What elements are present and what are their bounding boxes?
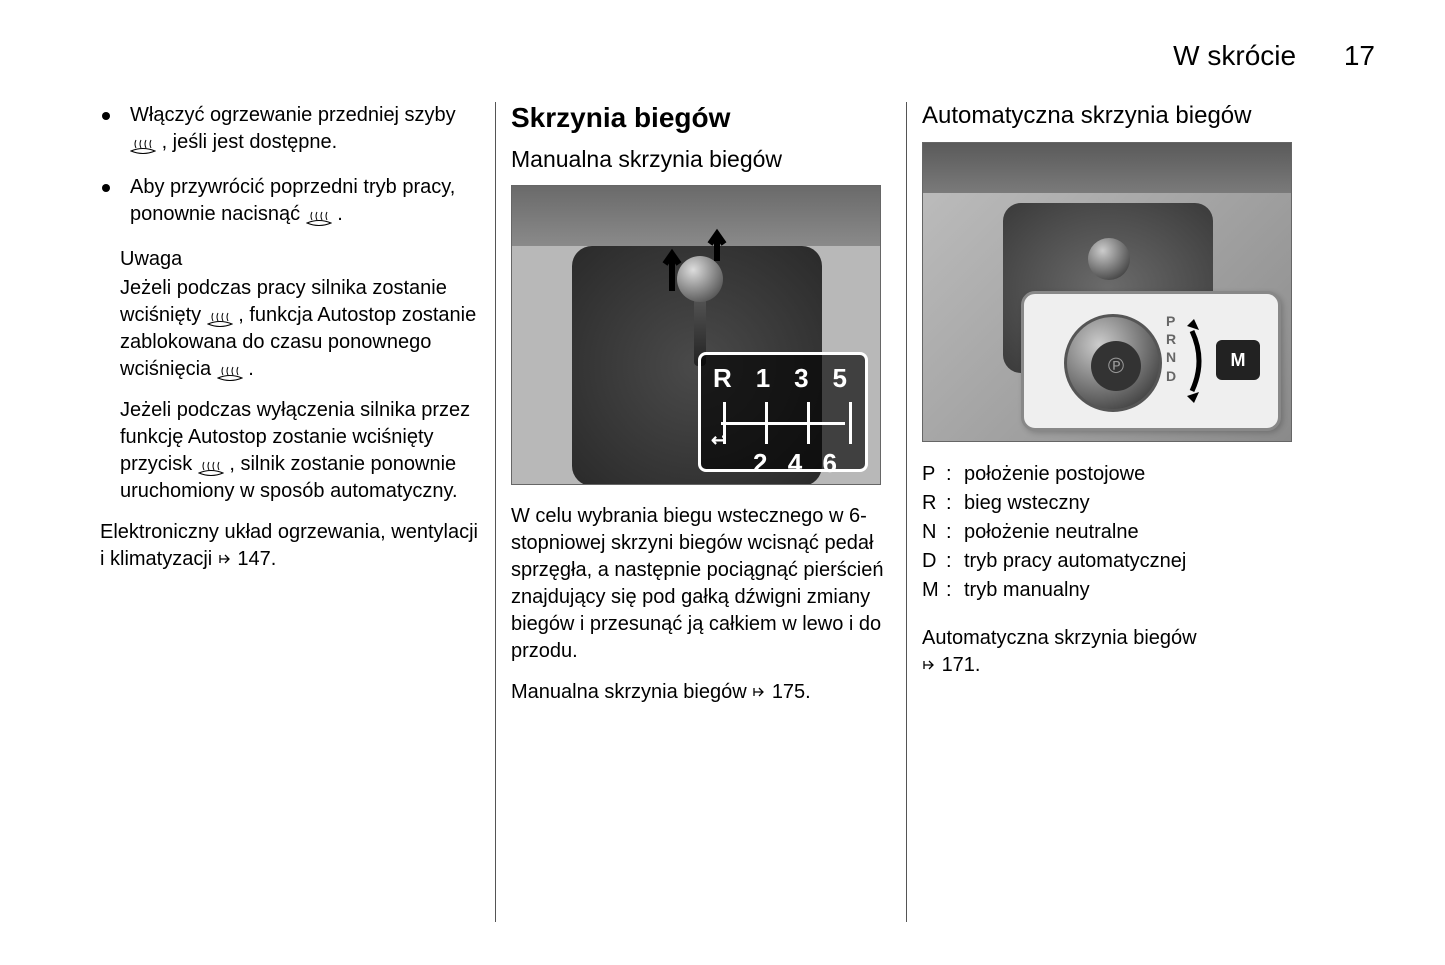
subtitle-automatic: Automatyczna skrzynia biegów [922,102,1327,130]
defrost-icon [306,207,332,223]
defrost-icon [217,362,243,378]
dial-label-r: R [1166,330,1176,348]
def-row-r: R : bieg wsteczny [922,489,1327,518]
note-text: . [248,358,254,380]
reference-line: Elektroniczny układ ogrzewania, wentylac… [100,519,480,574]
def-row-p: P : położenie postojowe [922,460,1327,489]
gear-definitions: P : położenie postojowe R : bieg wsteczn… [922,460,1327,605]
def-colon: : [946,547,964,576]
reverse-arrow-icon: ↩ [711,430,726,451]
defrost-icon [198,457,224,473]
subtitle-manual: Manualna skrzynia biegów [511,146,891,173]
dial-rotation-arrow-icon [1184,316,1214,406]
def-colon: : [946,489,964,518]
figure-dashboard [512,186,880,246]
content-columns: Włączyć ogrzewanie przedniej szyby , jeś… [100,102,1385,922]
def-row-m: M : tryb manualny [922,576,1327,605]
reference-text: Elektroniczny układ ogrzewania, wentylac… [100,521,478,570]
figure-automatic-gearbox: ℗ P R N D M [922,142,1292,442]
def-key: N [922,518,946,547]
figure-arrow-1 [657,246,687,296]
reference-arrow-icon [218,547,232,574]
gear-label-4: 4 [788,448,818,479]
reference-page: 147. [237,548,276,570]
figure-manual-gearbox: R 1 3 5 ↩ 2 4 [511,185,881,485]
figure-arrow-2 [702,226,732,266]
bullet-text-post: , jeśli jest dostępne. [162,131,338,153]
dial-label-d: D [1166,367,1176,385]
figure-dashboard [923,143,1291,193]
bullet-text-pre: Aby przywrócić poprzedni tryb pracy, pon… [130,176,455,225]
def-val: położenie neutralne [964,518,1327,547]
figure-gear-pattern-callout: R 1 3 5 ↩ 2 4 [698,352,868,472]
figure-dial-callout: ℗ P R N D M [1021,291,1281,431]
def-colon: : [946,518,964,547]
gear-label-2: 2 [753,448,783,479]
bullet-item-2: Aby przywrócić poprzedni tryb pracy, pon… [130,174,480,228]
def-key: M [922,576,946,605]
note-paragraph-2: Jeżeli podczas wyłączenia silnika przez … [120,397,480,505]
bullet-text-post: . [337,203,343,225]
def-row-d: D : tryb pracy automatycznej [922,547,1327,576]
dial-label-n: N [1166,348,1176,366]
def-val: położenie postojowe [964,460,1327,489]
gear-label-1: 1 [756,363,776,394]
dial-label-p: P [1166,312,1176,330]
column-3: Automatyczna skrzynia biegów ℗ P R N D [907,102,1327,922]
dial-position-labels: P R N D [1166,312,1176,385]
gear-label-5: 5 [833,363,853,394]
manual-page: W skrócie 17 Włączyć ogrzewanie przednie… [0,0,1445,965]
note-block: Uwaga Jeżeli podczas pracy silnika zosta… [100,246,480,505]
gear-label-r: R [713,363,738,394]
def-key: P [922,460,946,489]
def-val: bieg wsteczny [964,489,1327,518]
gear-label-3: 3 [794,363,814,394]
reference-page: 171. [942,654,981,676]
bullet-list: Włączyć ogrzewanie przedniej szyby , jeś… [100,102,480,228]
gear-label-6: 6 [823,448,853,479]
reference-text: Automatyczna skrzynia biegów [922,627,1197,649]
gear-row-top: R 1 3 5 [713,363,853,394]
header-page-number: 17 [1344,40,1375,71]
column-2: Skrzynia biegów Manualna skrzynia biegów… [496,102,906,922]
bullet-text-pre: Włączyć ogrzewanie przedniej szyby [130,104,456,126]
header-section-title: W skrócie [1173,40,1296,71]
section-title-gearbox: Skrzynia biegów [511,102,891,134]
reference-arrow-icon [752,680,766,707]
def-val: tryb manualny [964,576,1327,605]
gear-h-pattern: ↩ [713,398,853,448]
def-colon: : [946,576,964,605]
reference-text: Manualna skrzynia biegów [511,681,752,703]
defrost-icon [207,308,233,324]
reference-line: Automatyczna skrzynia biegów 171. [922,625,1327,680]
note-title: Uwaga [120,246,480,273]
def-row-n: N : położenie neutralne [922,518,1327,547]
mode-button-m: M [1216,340,1260,380]
dial-center-icon: ℗ [1091,341,1141,391]
selector-dial: ℗ [1064,314,1162,412]
def-key: D [922,547,946,576]
reference-arrow-icon [922,653,936,680]
manual-gearbox-description: W celu wybrania biegu wstecznego w 6-sto… [511,503,891,665]
def-key: R [922,489,946,518]
def-colon: : [946,460,964,489]
figure-dial-small [1088,238,1130,280]
reference-page: 175. [772,681,811,703]
bullet-item-1: Włączyć ogrzewanie przedniej szyby , jeś… [130,102,480,156]
reference-line: Manualna skrzynia biegów 175. [511,679,891,707]
note-paragraph-1: Jeżeli podczas pracy silnika zostanie wc… [120,275,480,383]
page-header: W skrócie 17 [100,40,1385,72]
def-val: tryb pracy automatycznej [964,547,1327,576]
column-1: Włączyć ogrzewanie przedniej szyby , jeś… [100,102,495,922]
defrost-icon [130,135,156,151]
gear-row-bottom: 2 4 6 [713,448,853,479]
